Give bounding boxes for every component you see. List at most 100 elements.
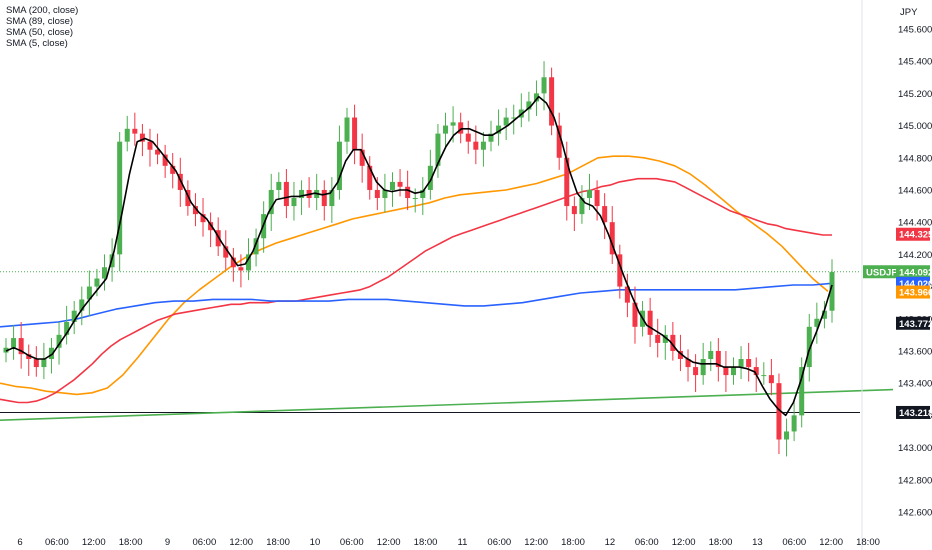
time-tick-label: 18:00 bbox=[119, 537, 143, 548]
legend-sma-89: SMA (89, close) bbox=[6, 16, 74, 27]
candle-body bbox=[738, 359, 744, 368]
candle-body bbox=[821, 310, 827, 319]
candle-body bbox=[321, 189, 327, 207]
time-tick-label: 12:00 bbox=[229, 537, 253, 548]
time-axis[interactable]: 6 06:00 12:00 18:00 9 06:00 12:00 18:00 10 06:00 1… bbox=[17, 537, 880, 548]
candle-body bbox=[33, 359, 39, 368]
time-tick-label: 12 bbox=[605, 537, 616, 548]
price-tag-box bbox=[896, 316, 930, 330]
price-tick-label: 145.200 bbox=[898, 89, 932, 100]
price-tick-label: 144.200 bbox=[898, 250, 932, 261]
price-tick-label: 143.400 bbox=[898, 379, 932, 390]
time-tick-label: 06:00 bbox=[782, 537, 806, 548]
time-tick-label: 12:00 bbox=[819, 537, 843, 548]
candle-body bbox=[443, 125, 449, 134]
price-tick-label: 144.800 bbox=[898, 153, 932, 164]
candle-body bbox=[397, 181, 403, 187]
indicator-legend: SMA (200, close) SMA (89, close) SMA (50… bbox=[6, 5, 78, 49]
candle-body bbox=[480, 141, 486, 150]
time-tick-label: 12:00 bbox=[524, 537, 548, 548]
candle-body bbox=[746, 359, 752, 368]
candle-body bbox=[230, 257, 236, 268]
candle-body bbox=[753, 367, 759, 376]
candle-body bbox=[374, 189, 380, 199]
candle-body bbox=[299, 189, 305, 199]
candle-body bbox=[670, 334, 676, 351]
candle-body bbox=[291, 198, 297, 207]
candle-body bbox=[685, 359, 691, 368]
sma-50-line bbox=[0, 177, 832, 404]
candle-body bbox=[283, 181, 289, 207]
candle-body bbox=[556, 125, 562, 158]
price-tag-value: 144.020 bbox=[899, 279, 932, 290]
candle-body bbox=[700, 359, 706, 376]
candle-body bbox=[170, 165, 176, 174]
time-tick-label: 06:00 bbox=[487, 537, 511, 548]
candle-body bbox=[776, 383, 782, 440]
candle-body bbox=[245, 254, 251, 271]
price-tick-label: 145.400 bbox=[898, 57, 932, 68]
legend-sma-5: SMA (5, close) bbox=[6, 38, 68, 49]
price-tag-value: 143.772 bbox=[899, 319, 932, 330]
candle-body bbox=[549, 77, 555, 126]
time-tick-label: 11 bbox=[457, 537, 467, 548]
candle-body bbox=[814, 318, 820, 327]
candle-body bbox=[662, 334, 668, 343]
sma-89-line bbox=[0, 282, 833, 328]
plot-area bbox=[0, 61, 894, 457]
price-tag-value: 144.325 bbox=[899, 230, 932, 241]
currency-label: JPY bbox=[900, 7, 918, 18]
candle-body bbox=[541, 77, 547, 94]
time-tick-label: 12:00 bbox=[377, 537, 401, 548]
candle-body bbox=[200, 214, 206, 223]
candle-body bbox=[693, 367, 699, 376]
candle-body bbox=[465, 133, 471, 142]
candle-body bbox=[367, 165, 373, 190]
price-tick-label: 144.600 bbox=[898, 185, 932, 196]
candle-body bbox=[11, 338, 17, 348]
time-tick-label: 06:00 bbox=[340, 537, 364, 548]
candle-body bbox=[215, 230, 221, 247]
candle-body bbox=[784, 431, 790, 440]
candle-body bbox=[761, 375, 767, 377]
time-tick-label: 13 bbox=[752, 537, 763, 548]
candle-body bbox=[26, 354, 32, 360]
candle-body bbox=[64, 321, 70, 335]
time-tick-label: 18:00 bbox=[856, 537, 880, 548]
sma-200-line bbox=[0, 388, 894, 421]
price-tag-value: 143.966 bbox=[899, 288, 932, 299]
candle-body bbox=[177, 173, 183, 190]
candle-body bbox=[427, 165, 433, 190]
sma-orange-line bbox=[0, 155, 829, 396]
time-tick-label: 06:00 bbox=[635, 537, 659, 548]
candle-body bbox=[359, 149, 365, 166]
candle-body bbox=[139, 133, 145, 142]
price-tag-box bbox=[896, 265, 930, 279]
candle-body bbox=[276, 181, 282, 190]
candle-body bbox=[352, 117, 358, 150]
candle-body bbox=[624, 286, 630, 303]
candle-body bbox=[503, 117, 509, 126]
candle-body bbox=[412, 198, 418, 200]
candle-body bbox=[533, 93, 539, 102]
candle-body bbox=[71, 310, 77, 322]
candle-body bbox=[435, 133, 441, 166]
symbol-tag-box bbox=[863, 265, 896, 279]
price-tag-box bbox=[896, 285, 930, 299]
candle-body bbox=[609, 222, 615, 255]
candle-body bbox=[488, 133, 494, 142]
candle-body bbox=[511, 117, 517, 119]
candle-body bbox=[117, 141, 123, 255]
candle-body bbox=[155, 149, 161, 155]
candle-body bbox=[450, 122, 456, 126]
price-tick-label: 142.600 bbox=[898, 507, 932, 518]
candle-body bbox=[594, 189, 600, 207]
candle-body bbox=[768, 375, 774, 384]
candle-body bbox=[655, 334, 661, 343]
candle-body bbox=[829, 272, 835, 311]
candle-body bbox=[458, 122, 464, 134]
price-tag-value: 144.092 bbox=[899, 267, 932, 278]
candle-body bbox=[647, 310, 653, 335]
